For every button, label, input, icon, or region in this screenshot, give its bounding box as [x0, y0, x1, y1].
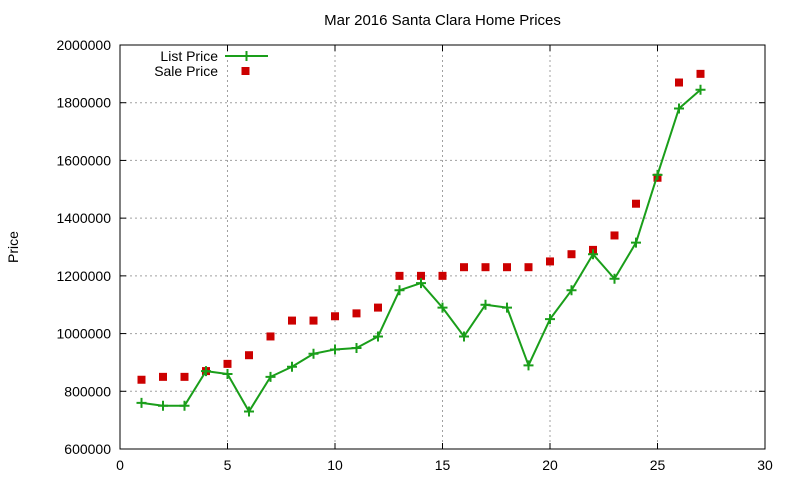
y-tick-label: 1400000 [56, 210, 111, 226]
x-tick-label: 20 [542, 457, 558, 473]
list-price-point [244, 406, 254, 417]
sale-price-point [223, 359, 232, 368]
sale-price-point [159, 372, 167, 381]
y-tick-label: 1000000 [56, 326, 111, 342]
y-tick-label: 600000 [64, 441, 111, 457]
list-price-point [158, 400, 168, 411]
sale-price-point [288, 316, 296, 325]
x-tick-label: 25 [650, 457, 666, 473]
list-price-point [222, 368, 233, 379]
list-price-point [136, 397, 147, 408]
list-price-point [437, 302, 448, 313]
list-price-point [523, 360, 534, 371]
list-price-point [201, 366, 211, 377]
sale-price-point [266, 332, 275, 341]
sale-price-point [352, 309, 361, 318]
list-price-point [588, 249, 598, 260]
legend-label-sale-price: Sale Price [154, 63, 218, 79]
legend-marker-list-price [241, 51, 252, 61]
sale-price-point [481, 263, 490, 272]
list-price-point [373, 331, 383, 342]
y-tick-label: 1600000 [56, 152, 111, 168]
list-price-point [179, 400, 190, 411]
list-price-point [287, 361, 297, 372]
list-price-point [652, 169, 663, 180]
list-price-point [351, 343, 362, 353]
list-price-point [265, 371, 276, 382]
sale-price-series [137, 69, 705, 384]
x-tick-label: 15 [435, 457, 451, 473]
list-price-point [631, 237, 641, 248]
axis-ticks: 0 5 10 15 20 25 30 600000 800000 1000000 1200000 14… [56, 37, 773, 473]
sale-price-point [546, 257, 554, 266]
list-price-point [609, 273, 620, 284]
sale-price-point [137, 375, 146, 384]
chart-title: Mar 2016 Santa Clara Home Prices [324, 12, 561, 29]
list-price-point [480, 299, 491, 310]
sale-price-point [417, 271, 425, 280]
list-price-point [308, 348, 319, 359]
sale-price-point [438, 271, 447, 280]
x-tick-label: 0 [116, 457, 124, 473]
grid-layer [120, 45, 765, 449]
list-price-point [502, 302, 512, 313]
sale-price-point [180, 372, 189, 381]
list-price-series [136, 84, 706, 417]
list-price-point [695, 84, 706, 95]
y-tick-label: 1800000 [56, 95, 111, 111]
list-price-point [330, 344, 340, 355]
sale-price-point [632, 199, 640, 208]
list-price-point [394, 285, 405, 296]
list-price-point [416, 278, 426, 289]
y-tick-label: 2000000 [56, 37, 111, 53]
sale-price-point [245, 351, 253, 360]
sale-price-point [675, 78, 683, 87]
sale-price-point [374, 303, 382, 312]
legend-label-list-price: List Price [160, 48, 218, 64]
x-tick-label: 5 [224, 457, 232, 473]
y-tick-label: 800000 [64, 383, 111, 399]
x-tick-label: 10 [327, 457, 343, 473]
sale-price-point [395, 271, 404, 280]
sale-price-point [567, 250, 576, 259]
list-price-point [674, 103, 684, 114]
list-price-point [459, 331, 469, 342]
sale-price-point [696, 69, 705, 78]
series-layer [136, 69, 706, 417]
sale-price-point [331, 312, 339, 321]
sale-price-point [460, 263, 468, 272]
sale-price-point [503, 263, 511, 272]
x-tick-label: 30 [757, 457, 773, 473]
legend-marker-sale-price [241, 67, 250, 75]
y-tick-label: 1200000 [56, 268, 111, 284]
sale-price-point [610, 231, 619, 240]
sale-price-point [309, 316, 318, 325]
list-price-point [545, 314, 555, 325]
list-price-point [566, 285, 577, 296]
sale-price-point [524, 263, 533, 272]
y-axis-label: Price [5, 231, 21, 263]
